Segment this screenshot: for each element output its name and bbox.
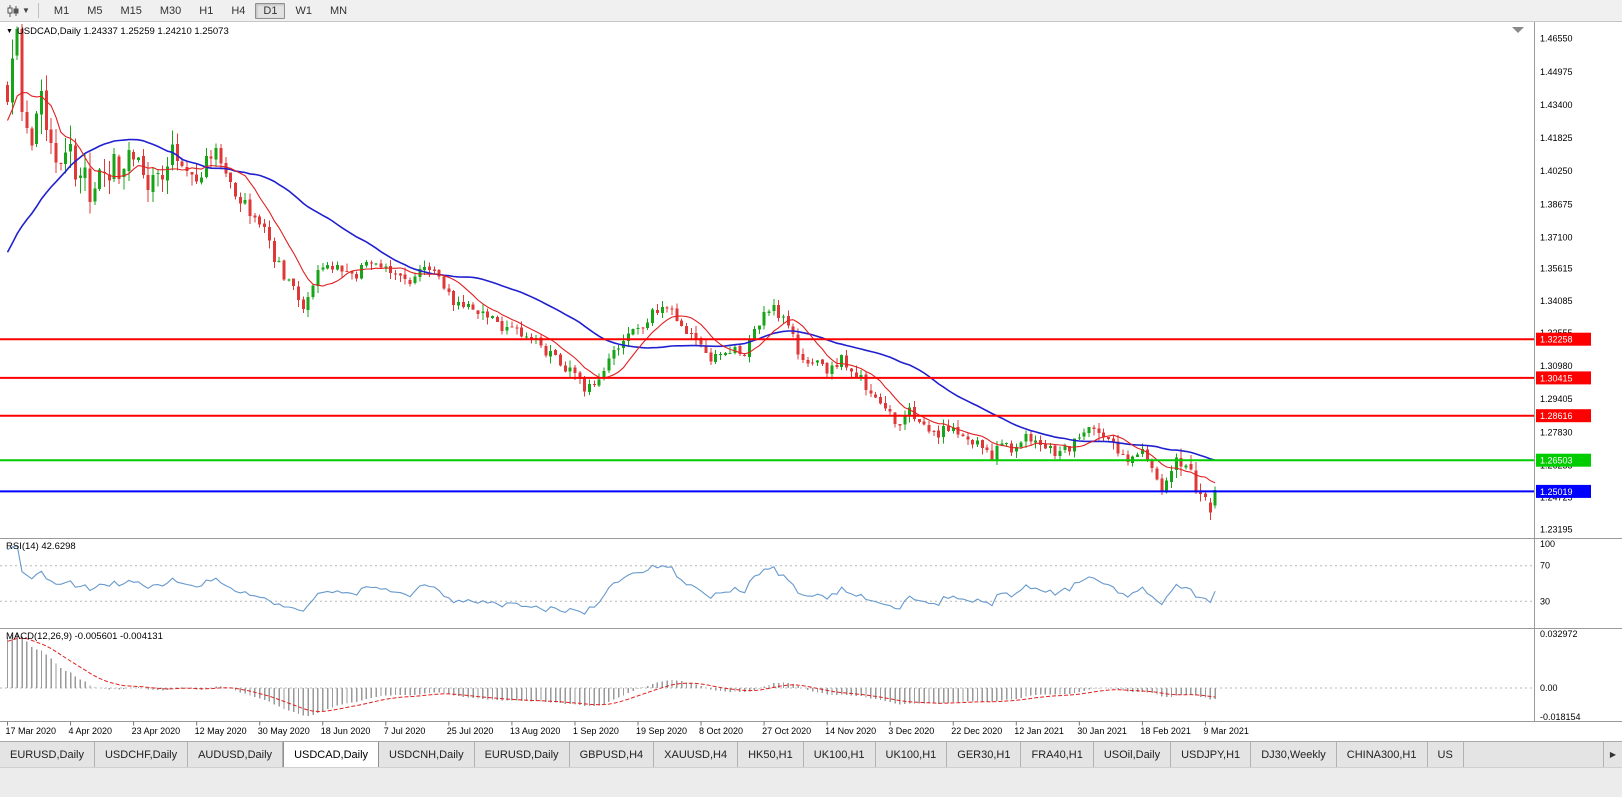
date-axis-label: 19 Sep 2020 <box>636 726 687 736</box>
tab-usdjpy-h1[interactable]: USDJPY,H1 <box>1171 742 1252 767</box>
price-axis-label: 1.44975 <box>1540 67 1573 77</box>
tab-us[interactable]: US <box>1427 742 1464 767</box>
tab-uk100-h1[interactable]: UK100,H1 <box>803 742 876 767</box>
date-axis-label: 27 Oct 2020 <box>762 726 811 736</box>
rsi-axis-label: 70 <box>1540 561 1550 571</box>
chart-area[interactable]: 1.46550 1.44975 1.43400 1.41825 1.40250 1.386… <box>0 22 1622 741</box>
price-axis-label: 1.46550 <box>1540 34 1573 44</box>
tab-gbpusd-h4[interactable]: GBPUSD,H4 <box>569 742 655 767</box>
date-axis-label: 22 Dec 2020 <box>951 726 1002 736</box>
rsi-axis-label: 100 <box>1540 539 1555 549</box>
macd-axis-label: -0.018154 <box>1540 712 1581 722</box>
date-axis-label: 13 Aug 2020 <box>510 726 561 736</box>
timeframe-button-w1[interactable]: W1 <box>295 4 312 17</box>
price-axis-label: 1.23195 <box>1540 525 1573 535</box>
price-axis-label: 1.41825 <box>1540 133 1573 143</box>
candlestick-icon-glyph <box>7 4 19 17</box>
price-badge-label: 1.32258 <box>1540 335 1573 345</box>
tab-usdchf-daily[interactable]: USDCHF,Daily <box>94 742 189 767</box>
tab-scroll-right-button[interactable]: ▶ <box>1603 742 1622 767</box>
timeframe-button-m1[interactable]: M1 <box>53 4 70 17</box>
price-badge-label: 1.28616 <box>1540 411 1573 421</box>
price-axis-label: 1.35615 <box>1540 264 1573 274</box>
timeframe-button-m30[interactable]: M30 <box>159 4 182 17</box>
macd-axis-label: 0.00 <box>1540 683 1558 693</box>
rsi-axis-label: 30 <box>1540 596 1550 606</box>
timeframe-button-m5[interactable]: M5 <box>87 4 103 17</box>
ma-fast-line <box>6 92 1216 484</box>
timeframe-button-h4[interactable]: H4 <box>231 4 246 17</box>
timeframe-button-group: M1 M5 M15 M30 H1 H4 D1 W1 MN <box>45 2 356 19</box>
tab-ger30-h1[interactable]: GER30,H1 <box>947 742 1022 767</box>
date-axis-label: 23 Apr 2020 <box>132 726 181 736</box>
date-axis-label: 12 May 2020 <box>195 726 247 736</box>
price-badge-1.26503 <box>1536 453 1591 467</box>
date-axis-label: 12 Jan 2021 <box>1014 726 1064 736</box>
date-axis-label: 9 Mar 2021 <box>1203 726 1249 736</box>
toolbar-separator <box>37 3 39 18</box>
toolbar: ▼ M1 M5 M15 M30 H1 H4 D1 W1 MN <box>0 0 1622 22</box>
date-axis-label: 30 May 2020 <box>258 726 310 736</box>
chart-canvas[interactable]: 1.46550 1.44975 1.43400 1.41825 1.40250 1.386… <box>0 22 1622 741</box>
price-badge-label: 1.30415 <box>1540 373 1573 383</box>
price-axis-label: 1.34085 <box>1540 296 1573 306</box>
candlestick-series <box>6 24 1217 521</box>
price-badge-1.32258 <box>1536 332 1591 346</box>
price-axis-label: 1.40250 <box>1540 166 1573 176</box>
price-badge-label: 1.25019 <box>1540 487 1573 497</box>
tab-usdcad-daily[interactable]: USDCAD,Daily <box>283 742 380 767</box>
tab-audusd-daily[interactable]: AUDUSD,Daily <box>188 742 284 767</box>
macd-histogram <box>6 632 1216 716</box>
date-axis-label: 17 Mar 2020 <box>6 726 57 736</box>
timeframe-button-m15[interactable]: M15 <box>120 4 142 17</box>
macd-axis-label: 0.032972 <box>1540 629 1578 639</box>
price-badge-1.28616 <box>1536 409 1591 423</box>
chart-tab-bar: EURUSD,Daily USDCHF,Daily AUDUSD,Daily USDC… <box>0 741 1622 767</box>
rsi-line <box>7 545 1216 615</box>
timeframe-button-h1[interactable]: H1 <box>199 4 214 17</box>
price-axis-label: 1.30980 <box>1540 361 1573 371</box>
date-axis-label: 30 Jan 2021 <box>1077 726 1127 736</box>
date-axis-label: 4 Apr 2020 <box>69 726 113 736</box>
price-badge-1.30415 <box>1536 371 1591 385</box>
date-axis-label: 7 Jul 2020 <box>384 726 426 736</box>
date-axis-label: 1 Sep 2020 <box>573 726 619 736</box>
tab-usdcnh-daily[interactable]: USDCNH,Daily <box>379 742 475 767</box>
tab-uk100-h1[interactable]: UK100,H1 <box>875 742 948 767</box>
chevron-down-icon[interactable]: ▼ <box>22 6 30 15</box>
date-axis-label: 8 Oct 2020 <box>699 726 743 736</box>
tab-hk50-h1[interactable]: HK50,H1 <box>738 742 804 767</box>
price-badge-label: 1.26503 <box>1540 456 1573 466</box>
price-axis-label: 1.29405 <box>1540 394 1573 404</box>
tab-fra40-h1[interactable]: FRA40,H1 <box>1021 742 1094 767</box>
price-axis-label: 1.38675 <box>1540 199 1573 209</box>
tab-eurusd-daily[interactable]: EURUSD,Daily <box>0 742 95 767</box>
date-axis-label: 25 Jul 2020 <box>447 726 494 736</box>
date-axis-label: 14 Nov 2020 <box>825 726 876 736</box>
timeframe-button-mn[interactable]: MN <box>329 4 348 17</box>
tab-china300-h1[interactable]: CHINA300,H1 <box>1336 742 1428 767</box>
date-axis-label: 18 Feb 2021 <box>1140 726 1191 736</box>
bottom-strip <box>0 767 1622 797</box>
tab-xauusd-h4[interactable]: XAUUSD,H4 <box>654 742 739 767</box>
date-axis-label: 3 Dec 2020 <box>888 726 934 736</box>
chart-shift-marker[interactable] <box>1512 27 1524 33</box>
macd-signal-line <box>7 637 1216 713</box>
price-axis-label: 1.37100 <box>1540 232 1573 242</box>
price-badge-1.25019 <box>1536 484 1591 498</box>
tab-usoil-daily[interactable]: USOil,Daily <box>1093 742 1172 767</box>
price-axis-label: 1.27830 <box>1540 427 1573 437</box>
tab-eurusd-daily[interactable]: EURUSD,Daily <box>474 742 570 767</box>
timeframe-button-d1[interactable]: D1 <box>255 2 286 19</box>
chart-type-icon[interactable] <box>4 3 22 19</box>
date-axis-label: 18 Jun 2020 <box>321 726 371 736</box>
ma-slow-line <box>6 138 1216 461</box>
tab-dj30-weekly[interactable]: DJ30,Weekly <box>1251 742 1337 767</box>
price-axis-label: 1.43400 <box>1540 100 1573 110</box>
